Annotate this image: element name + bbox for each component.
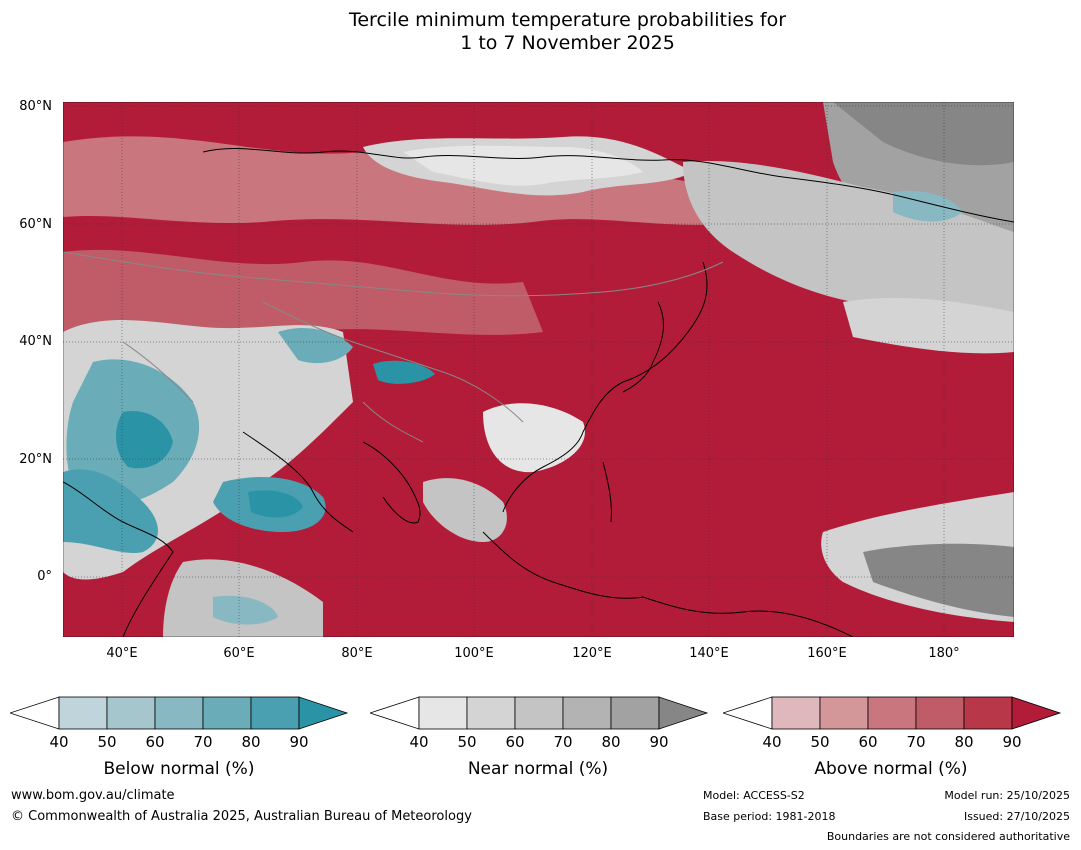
- lon-label-80e: 80°E: [341, 646, 373, 661]
- colorbar-swatch: [771, 696, 821, 730]
- colorbar-swatch: [418, 696, 468, 730]
- tick: 90: [649, 733, 669, 751]
- colorbar-below-normal: [10, 696, 350, 730]
- region-near-pacific-north: [843, 297, 1014, 354]
- colorbar-near-high-arrow: [658, 696, 709, 730]
- region-below-tibet: [373, 360, 435, 384]
- country-borders: [63, 251, 724, 443]
- footer-copyright: © Commonwealth of Australia 2025, Austra…: [11, 809, 472, 824]
- footer-model-run: Model run: 25/10/2025: [944, 789, 1070, 802]
- colorbar-below-label: Below normal (%): [103, 759, 255, 779]
- tick: 40: [762, 733, 782, 751]
- tick: 70: [193, 733, 213, 751]
- colorbar-above-label: Above normal (%): [814, 759, 968, 779]
- colorbar-swatch: [819, 696, 869, 730]
- tick: 60: [145, 733, 165, 751]
- colorbar-swatch: [562, 696, 612, 730]
- colorbar-near-low-arrow: [370, 696, 420, 730]
- colorbar-near-normal: [370, 696, 710, 730]
- colorbar-swatch: [867, 696, 917, 730]
- tick: 80: [954, 733, 974, 751]
- tick: 40: [409, 733, 429, 751]
- region-below-horn-africa: [63, 469, 158, 554]
- title-line-2: 1 to 7 November 2025: [460, 32, 675, 54]
- title-line-1: Tercile minimum temperature probabilitie…: [348, 9, 787, 31]
- colorbar-below-swatches: [10, 696, 349, 730]
- tick: 60: [858, 733, 878, 751]
- tick: 70: [906, 733, 926, 751]
- lon-label-40e: 40°E: [106, 646, 138, 661]
- colorbar-near-label: Near normal (%): [467, 759, 609, 779]
- tick: 40: [49, 733, 69, 751]
- lon-label-120e: 120°E: [572, 646, 612, 661]
- colorbar-swatch: [202, 696, 252, 730]
- colorbar-swatch: [58, 696, 108, 730]
- coastlines: [63, 147, 1014, 637]
- region-near-china: [483, 403, 585, 473]
- region-near-south-pacific-dark: [863, 543, 1014, 617]
- probability-map: [63, 102, 1014, 637]
- colorbar-swatch: [610, 696, 660, 730]
- tick: 60: [505, 733, 525, 751]
- footer-model: Model: ACCESS-S2: [703, 789, 805, 802]
- tick: 80: [601, 733, 621, 751]
- tick: 50: [457, 733, 477, 751]
- colorbar-near-swatches: [370, 696, 709, 730]
- colorbar-above-high-arrow: [1011, 696, 1062, 730]
- region-below-indian-ocean: [213, 595, 278, 625]
- region-near-southeast-asia: [423, 478, 507, 542]
- colorbar-swatch: [915, 696, 965, 730]
- lat-label-80n: 80°N: [19, 99, 52, 114]
- graticule: [63, 102, 1014, 637]
- lat-label-0: 0°: [37, 569, 52, 584]
- lat-label-40n: 40°N: [19, 334, 52, 349]
- colorbar-below-low-arrow: [10, 696, 60, 730]
- region-above-70: [63, 249, 543, 335]
- tick: 50: [810, 733, 830, 751]
- footer-disclaimer: Boundaries are not considered authoritat…: [826, 830, 1070, 843]
- map-title: Tercile minimum temperature probabilitie…: [0, 9, 1081, 55]
- tick: 90: [1002, 733, 1022, 751]
- region-above-60: [63, 136, 743, 225]
- lon-label-60e: 60°E: [223, 646, 255, 661]
- lon-label-140e: 140°E: [689, 646, 729, 661]
- colorbar-above-swatches: [723, 696, 1062, 730]
- tick: 90: [289, 733, 309, 751]
- colorbar-swatch: [106, 696, 156, 730]
- lon-label-160e: 160°E: [807, 646, 847, 661]
- lat-label-60n: 60°N: [19, 217, 52, 232]
- colorbar-swatch: [250, 696, 300, 730]
- footer-issued: Issued: 27/10/2025: [963, 810, 1070, 823]
- colorbar-swatch: [514, 696, 564, 730]
- tick: 80: [241, 733, 261, 751]
- colorbar-above-low-arrow: [723, 696, 773, 730]
- footer-base-period: Base period: 1981-2018: [703, 810, 836, 823]
- colorbar-swatch: [963, 696, 1013, 730]
- tick: 70: [553, 733, 573, 751]
- colorbar-below-high-arrow: [298, 696, 349, 730]
- footer-website-link[interactable]: www.bom.gov.au/climate: [11, 788, 175, 803]
- region-below-central-asia: [278, 327, 353, 364]
- region-below-arabia-core: [116, 411, 173, 469]
- tick: 50: [97, 733, 117, 751]
- region-near-east-siberia: [683, 161, 1014, 325]
- region-below-arabian-sea-core: [248, 490, 303, 518]
- lon-label-100e: 100°E: [454, 646, 494, 661]
- lat-label-20n: 20°N: [19, 452, 52, 467]
- colorbar-above-normal: [723, 696, 1063, 730]
- region-near-northeast-dark: [833, 102, 1014, 166]
- lon-label-180: 180°: [928, 646, 960, 661]
- colorbar-swatch: [154, 696, 204, 730]
- colorbar-swatch: [466, 696, 516, 730]
